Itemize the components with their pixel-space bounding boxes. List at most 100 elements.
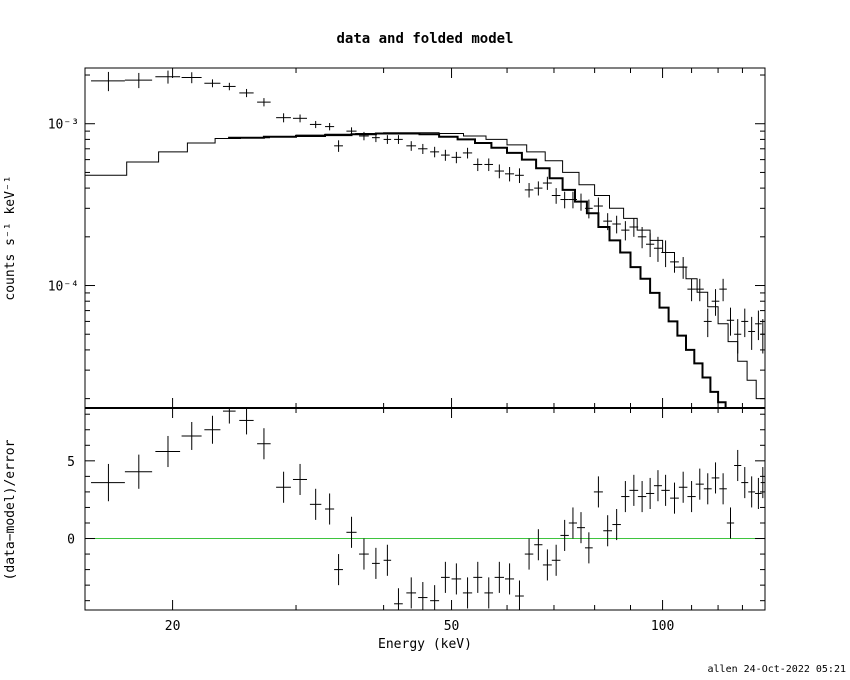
y-tick-label: 5 (67, 455, 75, 470)
data-point (462, 147, 473, 159)
residual-point (276, 471, 291, 503)
data-point (603, 213, 613, 231)
data-point (451, 151, 462, 164)
data-point (755, 310, 762, 341)
residual-point (645, 477, 655, 509)
residual-point (703, 473, 712, 505)
footer-stamp: allen 24-Oct-2022 05:21 (708, 664, 846, 675)
residual-point (441, 561, 450, 593)
residual-point (222, 408, 236, 424)
data-point (621, 221, 630, 241)
x-tick-label: 50 (444, 619, 460, 634)
data-point (560, 191, 569, 209)
data-point (678, 257, 688, 279)
residual-point (653, 470, 662, 502)
residual-point (371, 547, 380, 579)
residual-point (719, 473, 727, 505)
residual-point (155, 435, 181, 468)
model-thick-line (228, 132, 765, 409)
data-point (726, 307, 735, 336)
data-point (124, 72, 153, 89)
data-point (741, 308, 749, 338)
residual-point (603, 515, 613, 547)
data-point (577, 193, 585, 211)
data-point (748, 316, 756, 350)
data-point (371, 133, 380, 143)
data-point (276, 113, 291, 123)
data-point (204, 79, 221, 88)
data-point (505, 167, 515, 182)
residual-point (505, 563, 515, 595)
residual-point (542, 549, 552, 581)
data-point (359, 131, 369, 141)
data-point (551, 188, 561, 204)
residual-point (309, 488, 322, 520)
residual-point (204, 415, 221, 444)
residual-point (451, 563, 462, 595)
data-point (661, 240, 670, 268)
residual-point (494, 561, 504, 593)
data-point (670, 252, 679, 273)
residual-point (584, 532, 593, 564)
data-point (334, 140, 343, 152)
residual-point (670, 482, 679, 514)
data-point (695, 278, 704, 302)
residual-point (734, 449, 742, 482)
residual-point (661, 474, 670, 506)
data-point (653, 236, 662, 262)
residual-point (678, 471, 688, 503)
data-point (593, 197, 603, 216)
residual-point (292, 463, 307, 496)
residual-point (695, 468, 704, 500)
residual-point (462, 577, 473, 609)
residual-point (383, 544, 392, 576)
residual-point (430, 585, 440, 610)
residual-point (473, 561, 483, 593)
residual-point (239, 408, 254, 435)
data-point (257, 98, 271, 107)
residual-point (741, 467, 749, 499)
x-tick-label: 100 (651, 619, 674, 634)
data-point (734, 319, 742, 354)
y-tick-label: 10⁻⁴ (48, 280, 79, 295)
residual-point (346, 516, 357, 548)
data-point (418, 143, 428, 154)
data-point (155, 70, 181, 84)
y-tick-label: 0 (67, 533, 75, 548)
residual-point (524, 538, 534, 570)
data-point (181, 72, 202, 84)
data-point (719, 278, 727, 302)
residual-point (755, 477, 762, 509)
top-panel: 10⁻³ 10⁻⁴ counts s⁻¹ keV⁻¹ (3, 67, 766, 409)
residual-point (515, 580, 524, 610)
chart-title: data and folded model (336, 31, 513, 47)
data-point (441, 149, 450, 161)
data-point (645, 233, 655, 258)
data-point (473, 158, 483, 172)
data-point (584, 199, 593, 219)
data-point (91, 71, 125, 92)
model-thick-step (228, 132, 765, 409)
x-axis-label: Energy (keV) (378, 637, 472, 652)
residual-point (359, 538, 369, 570)
residual-point (726, 507, 735, 539)
residual-point (711, 462, 720, 494)
residual-points (91, 408, 765, 610)
data-point (711, 289, 720, 316)
residual-point (484, 577, 494, 609)
residual-point (181, 421, 202, 450)
data-point (568, 191, 578, 209)
residual-point (577, 512, 585, 544)
data-point (612, 215, 621, 234)
data-point (534, 181, 543, 196)
residual-point (612, 509, 621, 541)
residual-point (551, 544, 561, 576)
bottom-y-axis-label: (data−model)/error (3, 439, 18, 580)
top-y-axis-label: counts s⁻¹ keV⁻¹ (3, 175, 18, 300)
data-point (383, 135, 392, 144)
residual-point (748, 476, 756, 508)
data-point (406, 141, 417, 151)
